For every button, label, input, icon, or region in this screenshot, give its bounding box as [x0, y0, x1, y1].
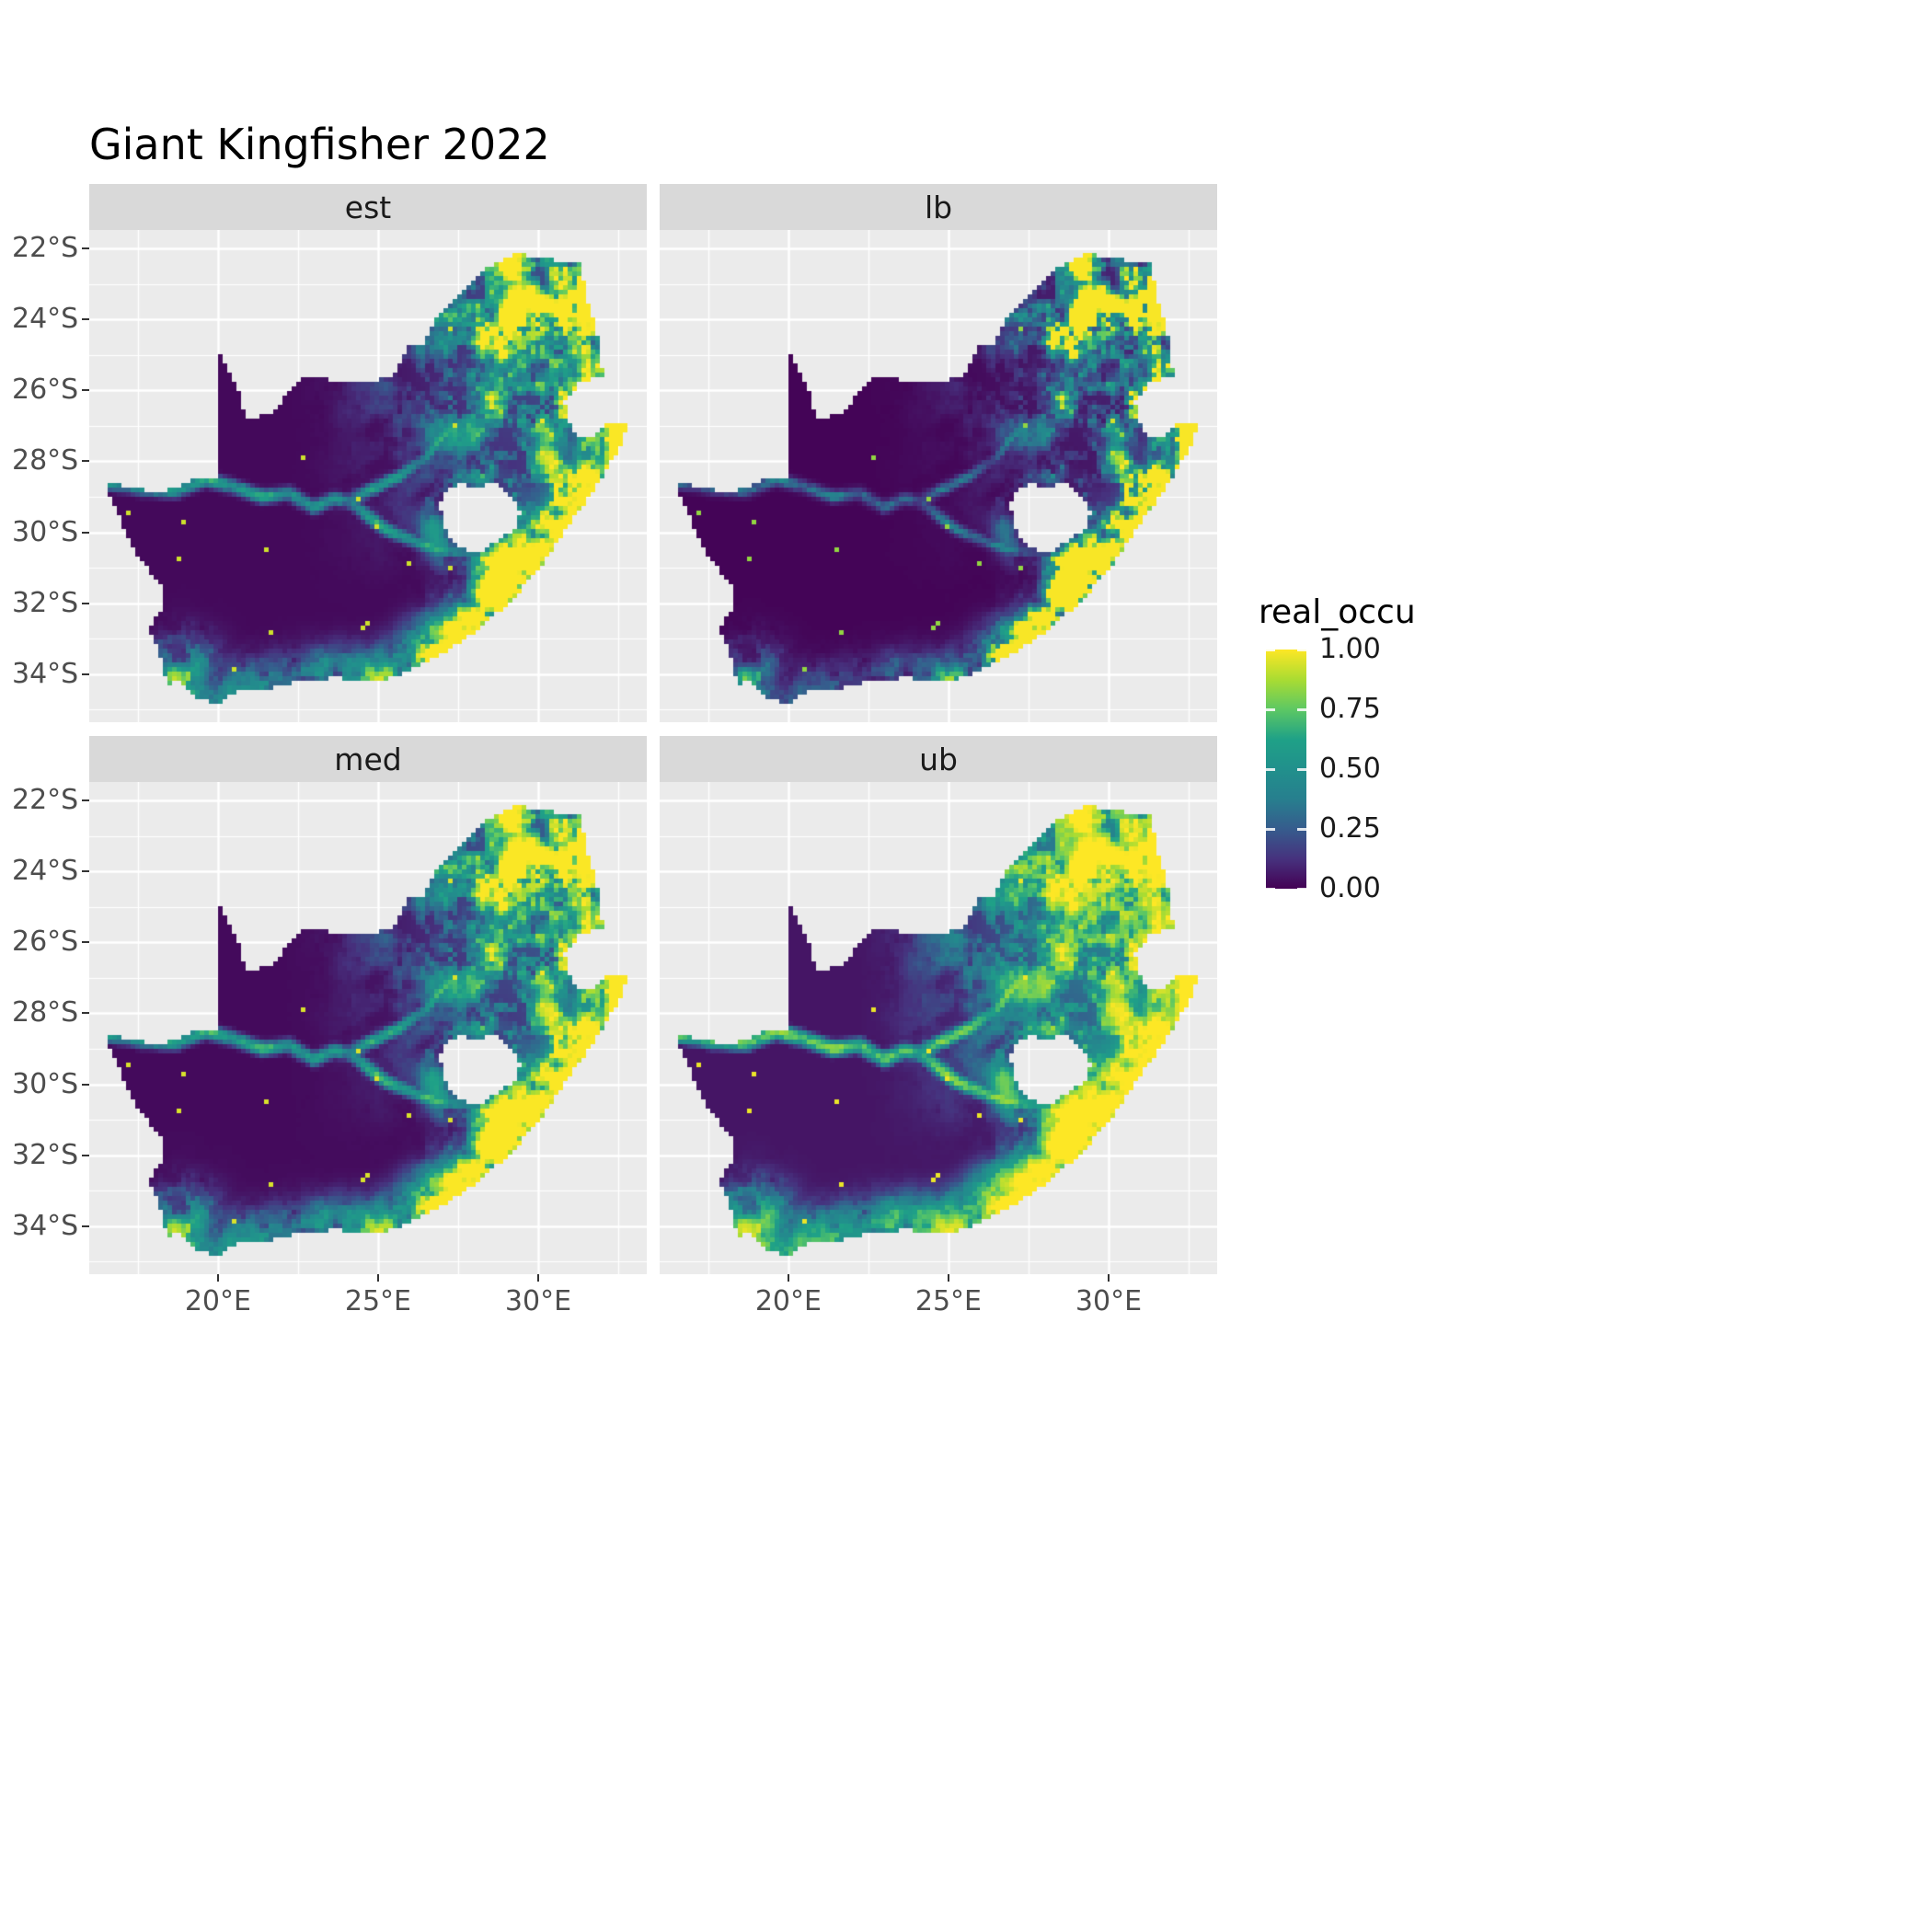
- y-axis-label: 32°S: [12, 586, 79, 619]
- x-axis-label: 30°E: [504, 1285, 572, 1317]
- facet-strip-med: med: [89, 736, 647, 782]
- legend-label: 0.75: [1319, 693, 1381, 725]
- y-tick-mark: [82, 531, 89, 534]
- map-panel-est: [89, 230, 647, 722]
- plot-title: Giant Kingfisher 2022: [89, 120, 550, 169]
- y-axis-label: 22°S: [12, 232, 79, 265]
- facet-strip-lb: lb: [660, 184, 1217, 230]
- y-tick-mark: [82, 602, 89, 604]
- facet-strip-ub: ub: [660, 736, 1217, 782]
- x-axis-label: 20°E: [754, 1285, 822, 1317]
- legend-tick-mark: [1266, 649, 1275, 651]
- y-tick-mark: [82, 1012, 89, 1015]
- y-axis-label: 28°S: [12, 996, 79, 1029]
- x-axis-label: 20°E: [184, 1285, 251, 1317]
- y-tick-mark: [82, 673, 89, 675]
- y-axis-label: 24°S: [12, 855, 79, 888]
- x-tick-mark: [537, 1274, 539, 1282]
- x-tick-mark: [1108, 1274, 1110, 1282]
- y-axis-label: 28°S: [12, 444, 79, 477]
- y-tick-mark: [82, 247, 89, 250]
- legend-tick-mark: [1297, 888, 1306, 891]
- y-tick-mark: [82, 318, 89, 321]
- legend-label: 0.00: [1319, 872, 1381, 904]
- y-axis-label: 34°S: [12, 1209, 79, 1242]
- legend-tick-mark: [1266, 888, 1275, 891]
- y-tick-mark: [82, 389, 89, 392]
- legend-tick-mark: [1297, 708, 1306, 711]
- x-tick-mark: [216, 1274, 219, 1282]
- legend-tick-mark: [1266, 768, 1275, 771]
- y-axis-label: 24°S: [12, 303, 79, 336]
- legend-tick-mark: [1297, 828, 1306, 831]
- legend-label: 0.50: [1319, 753, 1381, 785]
- y-axis-label: 30°S: [12, 1067, 79, 1100]
- x-axis-label: 25°E: [914, 1285, 983, 1317]
- map-panel-med: [89, 782, 647, 1274]
- x-axis-label: 25°E: [344, 1285, 412, 1317]
- y-tick-mark: [82, 870, 89, 873]
- map-panel-lb: [660, 230, 1217, 722]
- y-axis-label: 22°S: [12, 784, 79, 817]
- y-tick-mark: [82, 1154, 89, 1156]
- legend-tick-mark: [1297, 768, 1306, 771]
- x-tick-mark: [787, 1274, 789, 1282]
- y-axis-label: 26°S: [12, 926, 79, 959]
- y-tick-mark: [82, 1083, 89, 1086]
- legend-label: 1.00: [1319, 633, 1381, 665]
- legend-title: real_occu: [1259, 593, 1416, 631]
- y-axis-label: 26°S: [12, 374, 79, 407]
- legend-tick-mark: [1266, 708, 1275, 711]
- x-tick-mark: [947, 1274, 949, 1282]
- y-tick-mark: [82, 941, 89, 944]
- y-axis-label: 34°S: [12, 657, 79, 690]
- facet-strip-est: est: [89, 184, 647, 230]
- x-axis-label: 30°E: [1075, 1285, 1143, 1317]
- y-tick-mark: [82, 460, 89, 463]
- legend-tick-mark: [1297, 649, 1306, 651]
- map-panel-ub: [660, 782, 1217, 1274]
- legend-tick-mark: [1266, 828, 1275, 831]
- y-axis-label: 30°S: [12, 515, 79, 548]
- x-tick-mark: [376, 1274, 379, 1282]
- legend-label: 0.25: [1319, 812, 1381, 845]
- y-axis-label: 32°S: [12, 1138, 79, 1171]
- y-tick-mark: [82, 799, 89, 802]
- y-tick-mark: [82, 1225, 89, 1227]
